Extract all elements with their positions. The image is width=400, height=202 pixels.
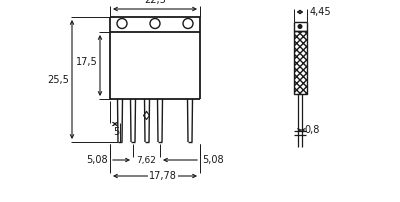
Text: 17,78: 17,78 [149,171,177,181]
Bar [294,31,306,94]
Text: 17,5: 17,5 [76,57,98,66]
Text: 0,8: 0,8 [305,125,320,135]
Text: 5: 5 [113,127,119,137]
Text: 5,08: 5,08 [86,155,108,165]
Text: 5,08: 5,08 [202,155,224,165]
Circle shape [298,25,302,28]
Text: 25,5: 25,5 [47,75,69,84]
Text: 4,45: 4,45 [310,7,331,17]
Text: 7,62: 7,62 [136,156,156,164]
Text: 22,5: 22,5 [144,0,166,5]
